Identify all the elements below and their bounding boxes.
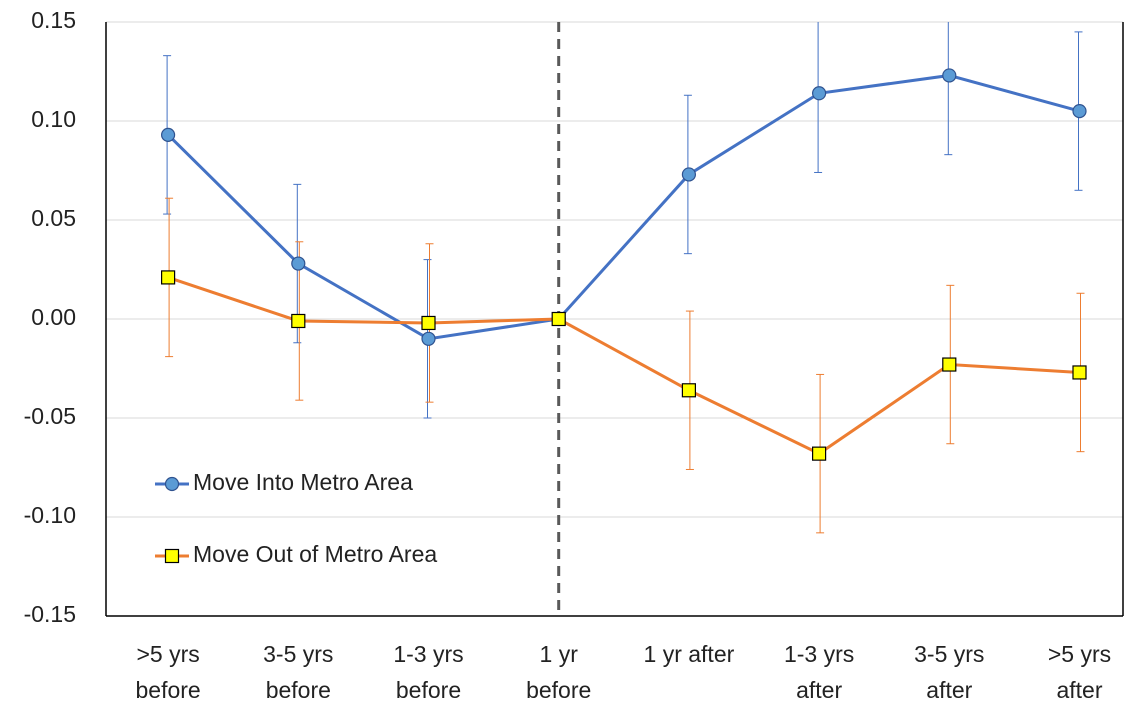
point <box>551 311 566 327</box>
point <box>942 68 957 83</box>
point <box>811 446 827 461</box>
point <box>291 313 306 329</box>
point <box>161 270 176 285</box>
y-tick-label: 0.00 <box>31 304 76 330</box>
y-tick-label: -0.15 <box>24 601 76 627</box>
point <box>681 383 697 398</box>
x-tick-label: after <box>796 677 842 703</box>
x-tick-label: before <box>526 677 591 703</box>
point <box>421 331 436 346</box>
x-tick-label: after <box>926 677 972 703</box>
point <box>942 357 957 372</box>
x-tick-label: before <box>266 677 331 703</box>
y-tick-label: 0.15 <box>31 7 76 33</box>
x-tick-label: 1-3 yrs <box>393 641 463 667</box>
point <box>681 167 697 182</box>
y-tick-label: -0.05 <box>24 403 76 429</box>
point <box>161 127 176 142</box>
legend-marker <box>164 548 180 564</box>
x-tick-label: 1 yr after <box>644 641 735 667</box>
point <box>421 315 436 331</box>
legend-label: Move Into Metro Area <box>193 469 413 495</box>
x-tick-label: before <box>396 677 461 703</box>
point <box>291 256 306 271</box>
series-line <box>167 275 1080 456</box>
x-tick-label: 3-5 yrs <box>263 641 333 667</box>
x-tick-label: 1-3 yrs <box>784 641 854 667</box>
x-tick-label: >5 yrs <box>136 641 199 667</box>
y-tick-label: 0.05 <box>31 205 76 231</box>
point <box>1072 365 1087 380</box>
x-tick-label: 3-5 yrs <box>914 641 984 667</box>
x-tick-label: >5 yrs <box>1048 641 1111 667</box>
x-tick-label: before <box>135 677 200 703</box>
x-tick-label: after <box>1056 677 1102 703</box>
point <box>1072 103 1087 119</box>
series-line <box>167 73 1080 341</box>
y-tick-label: 0.10 <box>31 106 76 132</box>
x-tick-label: 1 yr <box>540 641 579 667</box>
legend-label: Move Out of Metro Area <box>193 541 437 567</box>
legend-marker <box>164 476 180 492</box>
point <box>811 86 827 101</box>
y-tick-label: -0.10 <box>24 502 76 528</box>
